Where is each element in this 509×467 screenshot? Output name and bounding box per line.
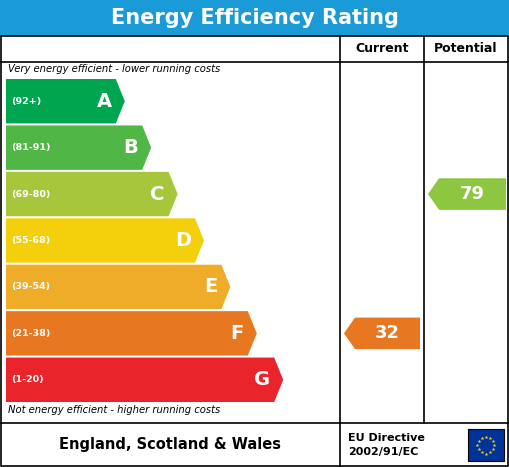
Polygon shape [6,358,283,402]
Polygon shape [6,218,204,263]
Text: F: F [231,324,244,343]
Text: (81-91): (81-91) [11,143,50,152]
Polygon shape [6,311,257,355]
Polygon shape [6,79,125,123]
Polygon shape [6,172,178,216]
Text: 2002/91/EC: 2002/91/EC [348,447,418,457]
Text: Current: Current [355,42,409,56]
Text: C: C [150,184,164,204]
Text: B: B [124,138,138,157]
Text: (92+): (92+) [11,97,41,106]
Polygon shape [344,318,420,349]
Text: Potential: Potential [434,42,498,56]
Text: (1-20): (1-20) [11,375,44,384]
Text: Not energy efficient - higher running costs: Not energy efficient - higher running co… [8,405,220,415]
Text: Energy Efficiency Rating: Energy Efficiency Rating [110,8,399,28]
Text: 32: 32 [375,325,400,342]
Text: A: A [97,92,112,111]
Text: (55-68): (55-68) [11,236,50,245]
Polygon shape [6,265,231,309]
Bar [0,0,509,36]
Text: 79: 79 [460,185,485,203]
Text: D: D [175,231,191,250]
Text: G: G [254,370,270,389]
Text: England, Scotland & Wales: England, Scotland & Wales [59,438,281,453]
Text: (21-38): (21-38) [11,329,50,338]
Bar [468,429,504,461]
Text: Very energy efficient - lower running costs: Very energy efficient - lower running co… [8,64,220,74]
Polygon shape [428,178,506,210]
Text: EU Directive: EU Directive [348,433,425,443]
Text: (69-80): (69-80) [11,190,50,198]
Polygon shape [6,126,151,170]
Text: E: E [204,277,217,297]
Text: (39-54): (39-54) [11,283,50,291]
